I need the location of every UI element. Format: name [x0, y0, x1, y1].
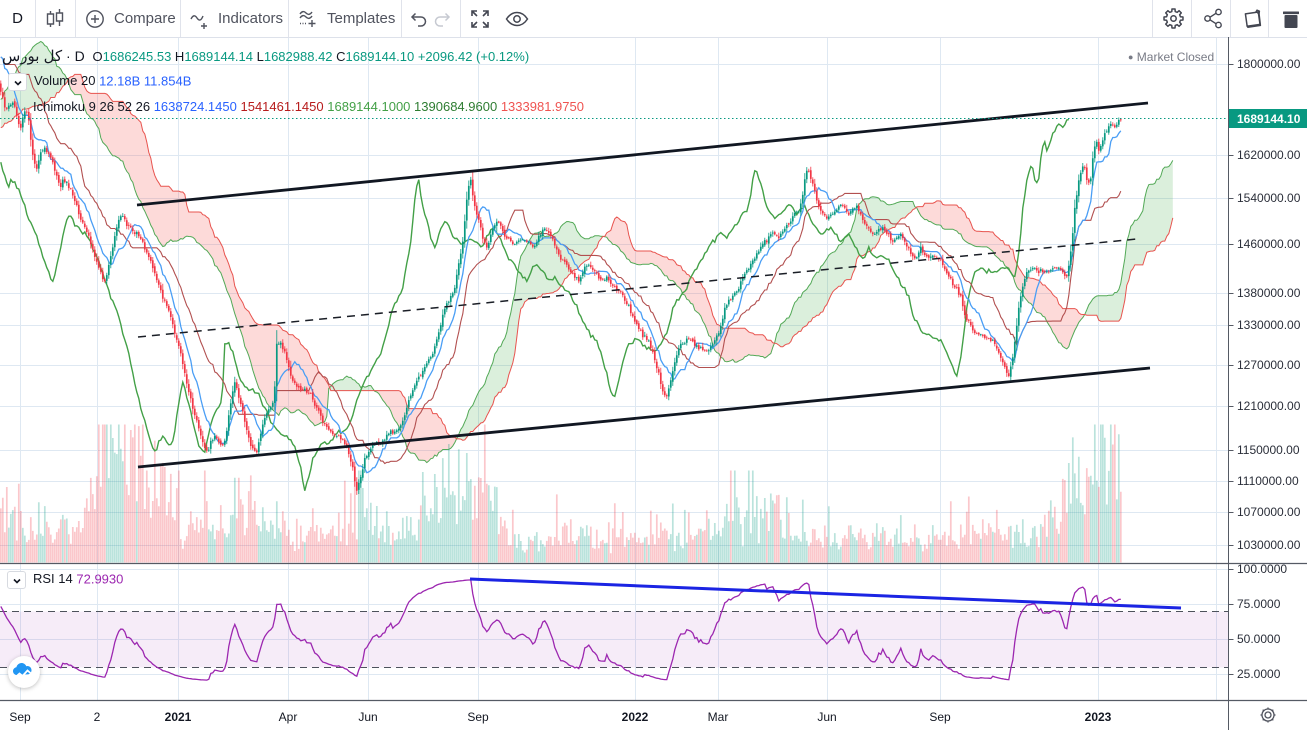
svg-text:Sep: Sep	[467, 710, 489, 724]
svg-text:1030000.00: 1030000.00	[1237, 538, 1301, 552]
svg-text:2022: 2022	[622, 710, 649, 724]
svg-text:25.0000: 25.0000	[1237, 667, 1281, 681]
svg-text:1270000.00: 1270000.00	[1237, 358, 1301, 372]
svg-text:Mar: Mar	[708, 710, 729, 724]
svg-text:1150000.00: 1150000.00	[1237, 443, 1300, 457]
svg-text:2023: 2023	[1085, 710, 1112, 724]
svg-text:1380000.00: 1380000.00	[1237, 286, 1301, 300]
svg-text:2021: 2021	[165, 710, 192, 724]
svg-text:1110000.00: 1110000.00	[1237, 474, 1299, 488]
svg-text:1689144.10: 1689144.10	[1237, 112, 1301, 126]
svg-text:75.0000: 75.0000	[1237, 597, 1281, 611]
svg-text:1800000.00: 1800000.00	[1237, 57, 1301, 71]
svg-text:50.0000: 50.0000	[1237, 632, 1281, 646]
svg-text:2: 2	[94, 710, 101, 724]
svg-text:Jun: Jun	[358, 710, 377, 724]
svg-text:Sep: Sep	[9, 710, 31, 724]
svg-text:1620000.00: 1620000.00	[1237, 148, 1301, 162]
svg-text:1540000.00: 1540000.00	[1237, 191, 1301, 205]
svg-text:Sep: Sep	[929, 710, 951, 724]
svg-text:1460000.00: 1460000.00	[1237, 237, 1301, 251]
svg-text:1210000.00: 1210000.00	[1237, 399, 1301, 413]
svg-text:Jun: Jun	[817, 710, 836, 724]
svg-text:1330000.00: 1330000.00	[1237, 318, 1301, 332]
svg-text:100.0000: 100.0000	[1237, 562, 1287, 576]
svg-text:1070000.00: 1070000.00	[1237, 505, 1301, 519]
svg-text:Apr: Apr	[279, 710, 298, 724]
